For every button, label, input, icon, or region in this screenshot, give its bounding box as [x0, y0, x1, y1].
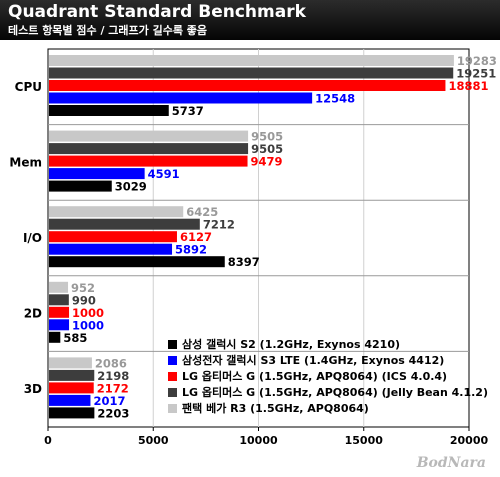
bar: [49, 243, 173, 255]
data-label: 5737: [172, 104, 204, 118]
data-label: 990: [72, 293, 96, 307]
bar: [49, 155, 248, 167]
bar: [49, 369, 95, 381]
data-label: 12548: [315, 92, 355, 106]
data-label: 2198: [97, 369, 129, 383]
legend-swatch: [168, 340, 177, 349]
bar: [49, 281, 69, 293]
category-label: CPU: [15, 80, 42, 94]
data-label: 7212: [203, 218, 235, 232]
bar: [49, 331, 61, 343]
x-tick-label: 20000: [450, 434, 489, 447]
data-label: 9479: [251, 155, 283, 169]
bar: [49, 180, 112, 192]
header-bar: Quadrant Standard Benchmark 테스트 항목별 점수 /…: [0, 0, 500, 40]
legend-swatch: [168, 404, 177, 413]
data-label: 952: [71, 281, 95, 295]
data-label: 6127: [180, 230, 212, 244]
bar: [49, 92, 313, 104]
bar: [49, 294, 69, 306]
data-label: 585: [63, 331, 87, 345]
category-label: Mem: [9, 155, 42, 169]
legend-label: LG 옵티머스 G (1.5GHz, APQ8064) (Jelly Bean …: [182, 385, 488, 399]
data-label: 2086: [95, 356, 127, 370]
data-label: 1000: [72, 306, 104, 320]
legend-label: 팬택 베가 R3 (1.5GHz, APQ8064): [182, 401, 369, 415]
bar: [49, 67, 454, 79]
data-label: 8397: [228, 255, 260, 269]
category-label: 2D: [24, 307, 42, 321]
data-label: 2172: [97, 381, 129, 395]
data-label: 9505: [251, 130, 283, 144]
bar: [49, 306, 70, 318]
data-label: 5892: [175, 243, 207, 257]
data-label: 6425: [186, 205, 218, 219]
bar: [49, 143, 249, 155]
bar: [49, 407, 95, 419]
bar: [49, 168, 145, 180]
bar: [49, 231, 177, 243]
legend-label: LG 옵티머스 G (1.5GHz, APQ8064) (ICS 4.0.4): [182, 369, 447, 383]
data-label: 18881: [448, 79, 488, 93]
legend-swatch: [168, 388, 177, 397]
x-tick-label: 0: [44, 434, 52, 447]
data-label: 4591: [148, 167, 180, 181]
x-tick-label: 15000: [345, 434, 384, 447]
bar: [49, 256, 225, 268]
bar: [49, 105, 169, 116]
category-label: 3D: [24, 382, 42, 396]
data-label: 9505: [251, 142, 283, 156]
legend-swatch: [168, 356, 177, 365]
bar: [49, 382, 94, 394]
bar: [49, 394, 91, 406]
bar: [49, 55, 454, 66]
data-label: 19283: [457, 54, 497, 68]
watermark-logo: BodNara: [416, 455, 486, 471]
legend-label: 삼성전자 갤럭시 S3 LTE (1.4GHz, Exynos 4412): [182, 353, 444, 367]
x-tick-label: 5000: [138, 434, 169, 447]
bar: [49, 357, 92, 369]
chart-title: Quadrant Standard Benchmark: [8, 2, 306, 22]
chart-subtitle: 테스트 항목별 점수 / 그래프가 길수록 좋음: [8, 24, 208, 37]
data-label: 1000: [72, 318, 104, 332]
data-label: 2017: [93, 394, 125, 408]
bar: [49, 206, 184, 218]
x-tick-label: 10000: [239, 434, 278, 447]
bar: [49, 218, 200, 230]
data-label: 19251: [456, 67, 496, 81]
bar: [49, 319, 70, 331]
category-label: I/O: [23, 231, 42, 245]
data-label: 2203: [97, 406, 129, 420]
bar: [49, 130, 249, 142]
bar: [49, 80, 446, 91]
legend-swatch: [168, 372, 177, 381]
legend-label: 삼성 갤럭시 S2 (1.2GHz, Exynos 4210): [182, 337, 400, 351]
data-label: 3029: [115, 180, 147, 194]
